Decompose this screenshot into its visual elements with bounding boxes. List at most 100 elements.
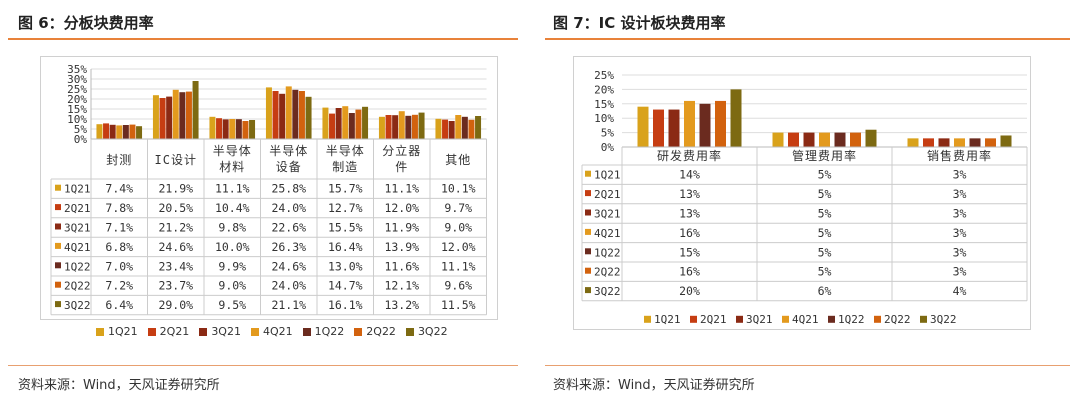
category-label: IC设计 <box>155 153 197 167</box>
data-label: 12.0% <box>384 201 419 215</box>
category-label: 制造 <box>332 160 358 174</box>
bar <box>265 87 272 139</box>
left-source-note: 资料来源：Wind，天风证券研究所 <box>18 378 220 393</box>
row-series-label: 3Q22 <box>64 299 91 312</box>
legend-key-swatch <box>585 228 591 235</box>
legend-key-swatch <box>585 209 591 216</box>
legend-label: 4Q21 <box>262 325 293 338</box>
legend-item: 3Q22 <box>405 325 448 338</box>
legend-key-swatch <box>585 287 591 294</box>
data-label: 9.9% <box>218 259 246 273</box>
data-label: 13.0% <box>328 259 363 273</box>
data-label: 24.6% <box>158 240 193 254</box>
legend-swatch <box>199 327 208 336</box>
bar <box>329 113 336 139</box>
data-label: 11.1% <box>441 259 476 273</box>
right-title-rule <box>545 38 1070 40</box>
bar <box>292 89 299 139</box>
row-series-label: 1Q21 <box>64 183 91 196</box>
bar <box>923 138 934 147</box>
data-label: 10.0% <box>215 240 250 254</box>
bar <box>468 119 475 139</box>
legend-label: 2Q22 <box>884 313 911 326</box>
category-label: 分立器 <box>382 143 421 158</box>
legend-swatch <box>920 315 927 323</box>
legend-item: 2Q22 <box>354 325 396 338</box>
bar <box>298 91 305 139</box>
bar <box>435 118 442 139</box>
bar <box>285 86 292 139</box>
row-series-label: 3Q21 <box>594 208 621 221</box>
bar <box>715 100 726 147</box>
left-chart-panel: 0% 5% 10% 15% 20% 25% 30% 35% 封测 IC设计 半导体 材料 半导体 设备 半导… <box>40 56 498 320</box>
data-label: 24.6% <box>271 259 306 273</box>
legend-key-swatch <box>55 242 61 249</box>
category-label: 件 <box>395 160 408 174</box>
legend-label: 1Q22 <box>314 325 345 338</box>
right-source-note: 资料来源：Wind，天风证券研究所 <box>553 378 755 393</box>
legend-item: 4Q21 <box>250 325 293 338</box>
bar <box>335 108 342 139</box>
data-label: 23.4% <box>158 259 193 273</box>
bar <box>96 124 103 139</box>
bar <box>448 121 455 139</box>
category-label: 其他 <box>445 153 471 167</box>
bar <box>730 89 742 147</box>
legend-swatch <box>782 315 789 323</box>
legend-label: 1Q21 <box>108 325 138 338</box>
data-label: 16% <box>679 265 700 279</box>
data-label: 7.1% <box>105 221 133 235</box>
bar <box>179 92 186 139</box>
bar <box>172 89 179 139</box>
bar <box>418 112 425 139</box>
data-label: 9.6% <box>444 279 472 293</box>
data-label: 9.0% <box>444 221 472 235</box>
data-label: 22.6% <box>271 221 306 235</box>
data-label: 9.8% <box>218 221 246 235</box>
data-label: 11.1% <box>215 182 250 196</box>
legend-swatch <box>250 327 259 336</box>
legend-item: 1Q22 <box>302 325 345 338</box>
data-label: 3% <box>953 245 967 259</box>
legend-swatch <box>147 327 156 336</box>
data-label: 26.3% <box>271 240 306 254</box>
data-label: 24.0% <box>271 201 306 215</box>
bar <box>392 115 399 139</box>
bar <box>1000 135 1012 147</box>
data-label: 11.9% <box>384 221 419 235</box>
bar <box>322 107 329 139</box>
row-series-label: 2Q21 <box>594 188 621 201</box>
bar <box>342 106 349 139</box>
data-label: 3% <box>953 187 967 201</box>
bar <box>242 121 249 139</box>
y-tick-label: 5% <box>74 123 88 136</box>
bar <box>865 129 877 147</box>
data-label: 13.9% <box>384 240 419 254</box>
category-label: 半导体 <box>269 144 308 158</box>
data-label: 15.7% <box>328 182 363 196</box>
legend-key-swatch <box>55 223 61 230</box>
bar <box>985 138 996 147</box>
legend-label: 1Q21 <box>654 313 681 326</box>
data-label: 16.4% <box>328 240 363 254</box>
legend-key-swatch <box>55 301 61 308</box>
row-series-label: 2Q22 <box>64 280 91 293</box>
bar <box>969 138 981 147</box>
bar <box>249 120 256 139</box>
data-label: 5% <box>818 168 832 182</box>
legend-key-swatch <box>585 248 591 255</box>
bar <box>850 132 861 147</box>
legend-swatch <box>690 315 697 323</box>
data-label: 21.2% <box>158 221 193 235</box>
data-label: 6% <box>818 284 832 298</box>
data-label: 15% <box>679 245 700 259</box>
row-series-label: 4Q21 <box>64 241 91 254</box>
bar <box>109 124 116 139</box>
data-label: 13.2% <box>384 298 419 312</box>
legend-key-swatch <box>55 281 61 288</box>
legend-label: 3Q22 <box>417 325 448 338</box>
category-label: 半导体 <box>213 144 252 158</box>
bar <box>653 109 664 147</box>
legend-label: 3Q22 <box>930 313 957 326</box>
